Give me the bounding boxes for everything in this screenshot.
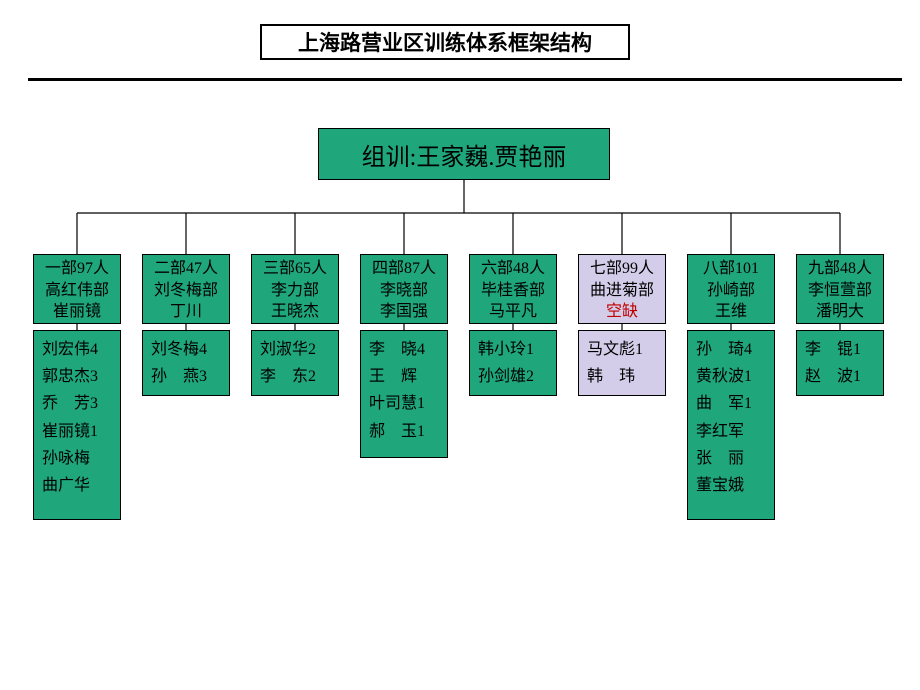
member-row: 黄秋波1 bbox=[696, 363, 768, 390]
dept-header-line: 李力部 bbox=[252, 280, 338, 302]
title-underline bbox=[28, 78, 902, 81]
member-row: 崔丽镜1 bbox=[42, 418, 114, 445]
member-row: 董宝娥 bbox=[696, 472, 768, 499]
dept-header-line: 潘明大 bbox=[797, 301, 883, 323]
member-row: 李红军 bbox=[696, 418, 768, 445]
dept-header-dept9: 九部48人李恒萱部潘明大 bbox=[796, 254, 884, 324]
member-row: 曲广华 bbox=[42, 472, 114, 499]
dept-header-dept8: 八部101孙崎部王维 bbox=[687, 254, 775, 324]
dept-header-line: 高红伟部 bbox=[34, 280, 120, 302]
member-row: 孙咏梅 bbox=[42, 445, 114, 472]
member-row: 孙 琦4 bbox=[696, 336, 768, 363]
member-row: 韩 玮 bbox=[587, 363, 659, 390]
root-node: 组训:王家巍.贾艳丽 bbox=[318, 128, 610, 180]
dept-members-dept4: 李 晓4王 辉叶司慧1郝 玉1 bbox=[360, 330, 448, 458]
member-row: 张 丽 bbox=[696, 445, 768, 472]
dept-header-line: 刘冬梅部 bbox=[143, 280, 229, 302]
member-row: 李 晓4 bbox=[369, 336, 441, 363]
member-row: 王 辉 bbox=[369, 363, 441, 390]
dept-header-dept6: 六部48人毕桂香部马平凡 bbox=[469, 254, 557, 324]
member-row: 李 东2 bbox=[260, 363, 332, 390]
member-row: 赵 波1 bbox=[805, 363, 877, 390]
connector-lines bbox=[0, 0, 920, 690]
dept-vacancy-line: 空缺 bbox=[579, 301, 665, 323]
member-row: 韩小玲1 bbox=[478, 336, 550, 363]
dept-header-line: 四部87人 bbox=[361, 258, 447, 280]
dept-header-line: 九部48人 bbox=[797, 258, 883, 280]
member-row: 郝 玉1 bbox=[369, 418, 441, 445]
page-title-box: 上海路营业区训练体系框架结构 bbox=[260, 24, 630, 60]
dept-members-dept3: 刘淑华2李 东2 bbox=[251, 330, 339, 396]
member-row: 刘宏伟4 bbox=[42, 336, 114, 363]
member-row: 乔 芳3 bbox=[42, 390, 114, 417]
dept-header-dept4: 四部87人李晓部李国强 bbox=[360, 254, 448, 324]
member-row: 曲 军1 bbox=[696, 390, 768, 417]
dept-header-line: 三部65人 bbox=[252, 258, 338, 280]
member-row: 孙剑雄2 bbox=[478, 363, 550, 390]
dept-members-dept9: 李 锟1赵 波1 bbox=[796, 330, 884, 396]
dept-header-dept7: 七部99人曲进菊部空缺 bbox=[578, 254, 666, 324]
member-row: 叶司慧1 bbox=[369, 390, 441, 417]
dept-header-line: 一部97人 bbox=[34, 258, 120, 280]
dept-header-line: 二部47人 bbox=[143, 258, 229, 280]
root-label: 组训:王家巍.贾艳丽 bbox=[362, 137, 567, 172]
dept-members-dept1: 刘宏伟4郭忠杰3乔 芳3崔丽镜1孙咏梅曲广华 bbox=[33, 330, 121, 520]
dept-header-dept2: 二部47人刘冬梅部丁川 bbox=[142, 254, 230, 324]
dept-members-dept6: 韩小玲1孙剑雄2 bbox=[469, 330, 557, 396]
dept-header-line: 七部99人 bbox=[579, 258, 665, 280]
dept-header-line: 六部48人 bbox=[470, 258, 556, 280]
member-row: 李 锟1 bbox=[805, 336, 877, 363]
member-row: 郭忠杰3 bbox=[42, 363, 114, 390]
page-title: 上海路营业区训练体系框架结构 bbox=[298, 27, 592, 57]
dept-header-line: 丁川 bbox=[143, 301, 229, 323]
member-row: 刘淑华2 bbox=[260, 336, 332, 363]
dept-header-dept1: 一部97人高红伟部崔丽镜 bbox=[33, 254, 121, 324]
dept-header-line: 孙崎部 bbox=[688, 280, 774, 302]
member-row: 马文彪1 bbox=[587, 336, 659, 363]
dept-header-dept3: 三部65人李力部王晓杰 bbox=[251, 254, 339, 324]
dept-header-line: 李国强 bbox=[361, 301, 447, 323]
dept-members-dept2: 刘冬梅4孙 燕3 bbox=[142, 330, 230, 396]
dept-header-line: 李晓部 bbox=[361, 280, 447, 302]
dept-header-line: 崔丽镜 bbox=[34, 301, 120, 323]
dept-members-dept8: 孙 琦4黄秋波1曲 军1李红军张 丽董宝娥 bbox=[687, 330, 775, 520]
dept-header-line: 毕桂香部 bbox=[470, 280, 556, 302]
dept-header-line: 八部101 bbox=[688, 258, 774, 280]
dept-header-line: 王晓杰 bbox=[252, 301, 338, 323]
dept-header-line: 王维 bbox=[688, 301, 774, 323]
member-row: 孙 燕3 bbox=[151, 363, 223, 390]
dept-header-line: 李恒萱部 bbox=[797, 280, 883, 302]
dept-header-line: 马平凡 bbox=[470, 301, 556, 323]
dept-header-line: 曲进菊部 bbox=[579, 280, 665, 302]
dept-members-dept7: 马文彪1韩 玮 bbox=[578, 330, 666, 396]
member-row: 刘冬梅4 bbox=[151, 336, 223, 363]
